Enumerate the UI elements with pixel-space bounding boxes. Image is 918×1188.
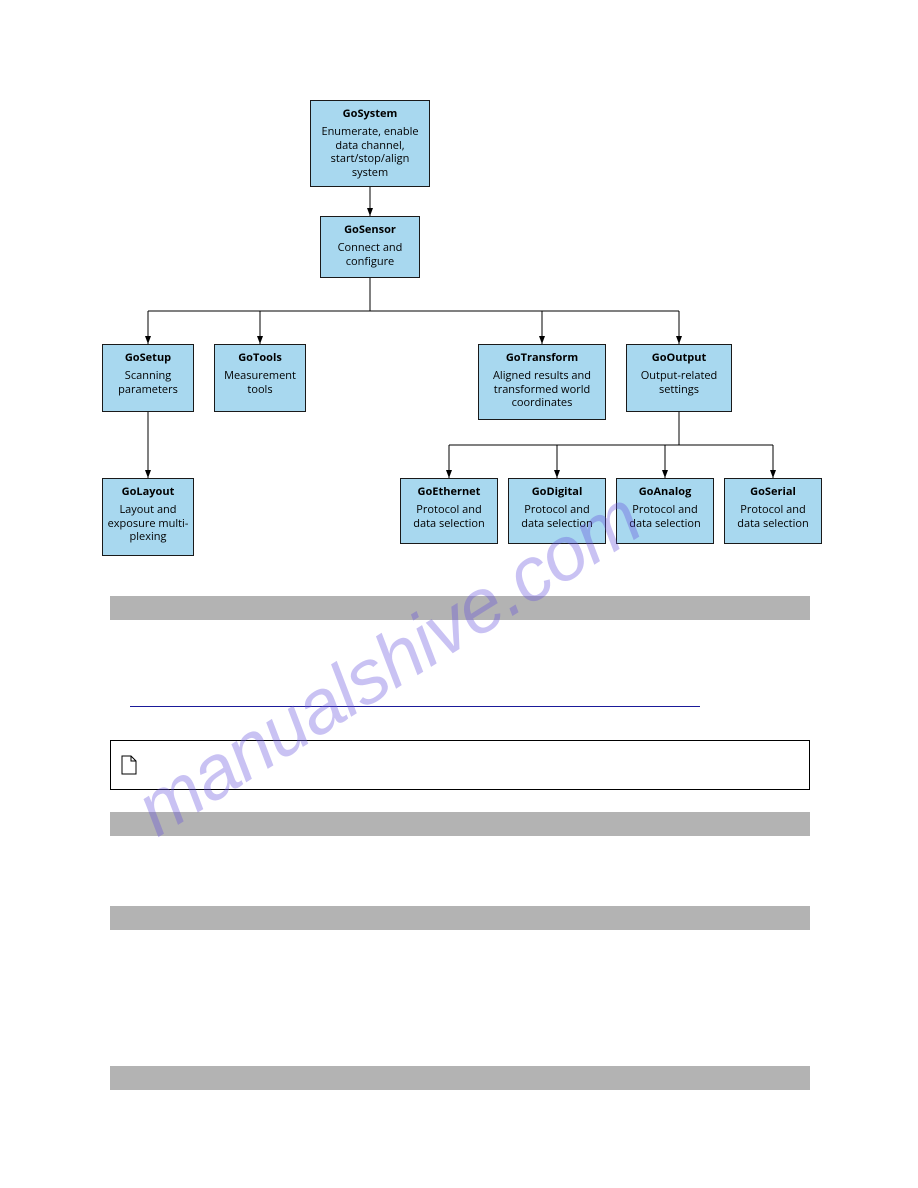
node-title: GoSerial	[729, 485, 817, 499]
section-bar-1	[110, 596, 810, 620]
node-title: GoLayout	[107, 485, 189, 499]
note-box	[110, 740, 810, 790]
section-bar-4	[110, 1066, 810, 1090]
node-gosensor: GoSensor Connect and configure	[320, 216, 420, 278]
node-gooutput: GoOutput Output-related settings	[626, 344, 732, 412]
node-title: GoTools	[219, 351, 301, 365]
node-goanalog: GoAnalog Protocol and data selection	[616, 478, 714, 544]
node-desc: Layout and exposure multi-plexing	[108, 502, 189, 545]
node-desc: Protocol and data selection	[413, 502, 484, 531]
section-bar-2	[110, 812, 810, 836]
node-desc: Aligned results and transformed world co…	[493, 368, 591, 411]
node-desc: Measurement tools	[224, 368, 296, 397]
node-goserial: GoSerial Protocol and data selection	[724, 478, 822, 544]
node-golayout: GoLayout Layout and exposure multi-plexin…	[102, 478, 194, 556]
node-title: GoSetup	[107, 351, 189, 365]
node-title: GoAnalog	[621, 485, 709, 499]
node-desc: Protocol and data selection	[629, 502, 700, 531]
node-gotransform: GoTransform Aligned results and transform…	[478, 344, 606, 420]
node-desc: Protocol and data selection	[521, 502, 592, 531]
node-title: GoOutput	[631, 351, 727, 365]
node-godigital: GoDigital Protocol and data selection	[508, 478, 606, 544]
section-bar-3	[110, 906, 810, 930]
node-title: GoTransform	[483, 351, 601, 365]
node-title: GoSensor	[325, 223, 415, 237]
node-gosetup: GoSetup Scanning parameters	[102, 344, 194, 412]
page-icon	[121, 755, 137, 775]
node-title: GoEthernet	[405, 485, 493, 499]
node-gotools: GoTools Measurement tools	[214, 344, 306, 412]
link-underline	[130, 706, 700, 707]
node-title: GoSystem	[315, 107, 425, 121]
node-desc: Connect and configure	[338, 240, 403, 269]
hierarchy-diagram: GoSystem Enumerate, enable data channel, …	[80, 100, 840, 590]
node-title: GoDigital	[513, 485, 601, 499]
node-goethernet: GoEthernet Protocol and data selection	[400, 478, 498, 544]
node-desc: Protocol and data selection	[737, 502, 808, 531]
node-desc: Scanning parameters	[118, 368, 178, 397]
node-desc: Enumerate, enable data channel, start/st…	[321, 124, 418, 180]
node-gosystem: GoSystem Enumerate, enable data channel, …	[310, 100, 430, 187]
node-desc: Output-related settings	[641, 368, 718, 397]
